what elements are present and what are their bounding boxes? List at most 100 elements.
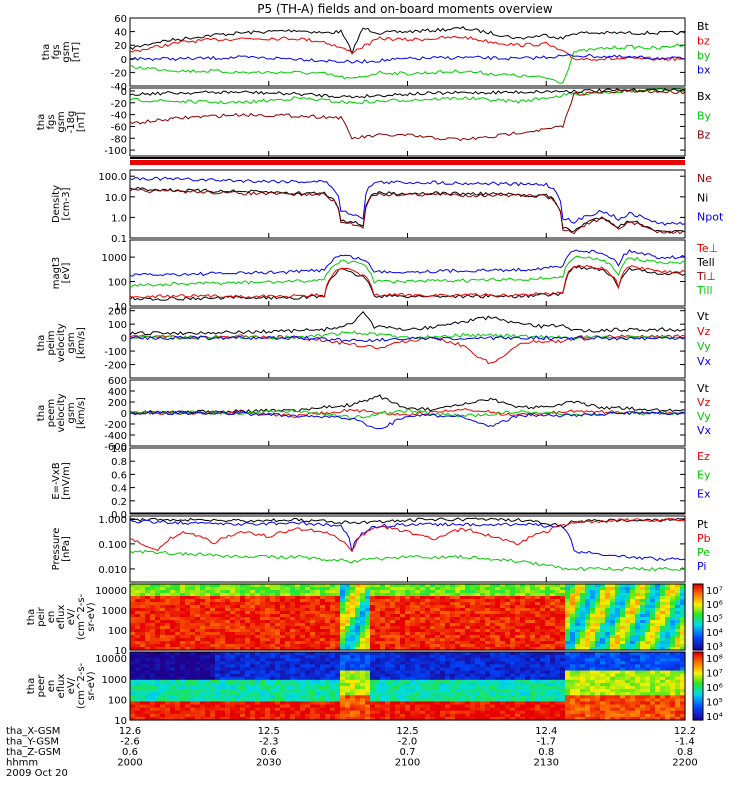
series-group: [130, 518, 685, 571]
ytick-label: 600: [108, 376, 127, 387]
legend-item: Vx: [697, 424, 712, 437]
panel-frame: [130, 240, 685, 306]
ytick-label: 200: [108, 398, 127, 409]
heatmap-cells: [130, 584, 686, 651]
panel-frame: [130, 448, 685, 514]
heatmap-cells: [130, 652, 686, 721]
ylabel-line: [eV]: [61, 263, 72, 284]
ytick-label: -200: [104, 420, 127, 431]
legend-item: Bt: [697, 20, 710, 33]
ytick-label: 400: [108, 387, 127, 398]
legend-item: Bx: [697, 90, 712, 103]
series-group: [130, 177, 685, 233]
colorbar-label: 10³: [706, 642, 723, 653]
ytick-label: 200: [108, 307, 127, 318]
colorbar-label: 10⁶: [706, 600, 723, 611]
series-group: [130, 250, 685, 300]
ytick-label: 1000: [102, 606, 127, 617]
ytick-label: 1000: [102, 253, 127, 264]
legend: Bx By Bz: [697, 90, 712, 142]
ytick-label: 0.2: [111, 497, 127, 508]
colorbar-label: 10⁷: [706, 586, 723, 597]
legend: Ne Ni Npot: [697, 172, 724, 224]
series-Vx: [130, 411, 685, 428]
ytick-label: 100: [108, 320, 127, 331]
legend-item: Vz: [697, 325, 711, 338]
series-by: [130, 44, 685, 84]
ytick-label: 20: [114, 41, 127, 52]
series-Ti⊥: [130, 250, 685, 276]
legend-item: Pe: [697, 546, 710, 559]
series-Vt: [130, 312, 685, 335]
ytick-label: 0: [121, 55, 127, 66]
panel-frame: [130, 170, 685, 238]
ytick-label: -200: [104, 361, 127, 372]
series-group: [130, 395, 685, 429]
series-group: [130, 27, 685, 84]
series-bx: [130, 54, 685, 63]
legend-item: Bz: [697, 129, 711, 142]
ytick-label: 10.0: [105, 193, 127, 204]
ytick-label: 100: [108, 278, 127, 289]
ytick-label: 100: [108, 626, 127, 637]
ylabel-line: [km/s]: [76, 327, 87, 359]
ytick-label: 1.0: [111, 444, 127, 455]
ytick-label: 0: [121, 87, 127, 98]
legend-item: Ni: [697, 191, 708, 204]
legend-item: Vy: [697, 340, 711, 353]
ytick-label: 0.6: [111, 470, 127, 481]
ytick-label: -60: [111, 122, 127, 133]
legend-item: Vz: [697, 396, 711, 409]
series-group: [130, 312, 685, 364]
ylabel-line: [nT]: [71, 42, 82, 62]
legend-item: Ez: [697, 450, 710, 463]
legend-item: Npot: [697, 211, 724, 224]
panel-frame: [130, 308, 685, 378]
ytick-label: -80: [111, 134, 127, 145]
legend-item: Te⊥: [696, 242, 718, 255]
series-Pi: [130, 520, 685, 561]
legend-item: Pi: [697, 560, 706, 573]
ytick-label: 60: [114, 14, 127, 25]
ylabel-line: [nPa]: [61, 536, 72, 562]
ylabel-line: [nT]: [76, 112, 87, 132]
ytick-label: 0: [121, 409, 127, 420]
legend-item: Ne: [697, 172, 712, 185]
series-Bz: [130, 89, 685, 140]
ytick-label: 1000: [102, 675, 127, 686]
legend-item: By: [697, 109, 712, 122]
figure-title: P5 (TH-A) fields and on-board moments ov…: [257, 2, 553, 16]
ylabel-line: [km/s]: [76, 397, 87, 429]
ytick-label: 10000: [95, 654, 127, 665]
panel-frame: [130, 18, 685, 86]
ytick-label: 1.0: [111, 213, 127, 224]
ytick-label: -20: [111, 99, 127, 110]
legend-item: Vy: [697, 410, 711, 423]
ytick-label: -400: [104, 431, 127, 442]
legend-item: Vt: [697, 310, 710, 323]
ytick-label: 100: [108, 695, 127, 706]
legend-item: Till: [696, 284, 713, 297]
ytick-label: 100.0: [98, 172, 127, 183]
ytick-label: 1.000: [98, 515, 127, 526]
ytick-label: 0.100: [98, 540, 127, 551]
legend-item: Ti⊥: [696, 270, 716, 283]
colorbar-label: 10⁴: [706, 628, 723, 639]
ytick-label: -40: [111, 111, 127, 122]
legend-item: Tell: [696, 256, 715, 269]
